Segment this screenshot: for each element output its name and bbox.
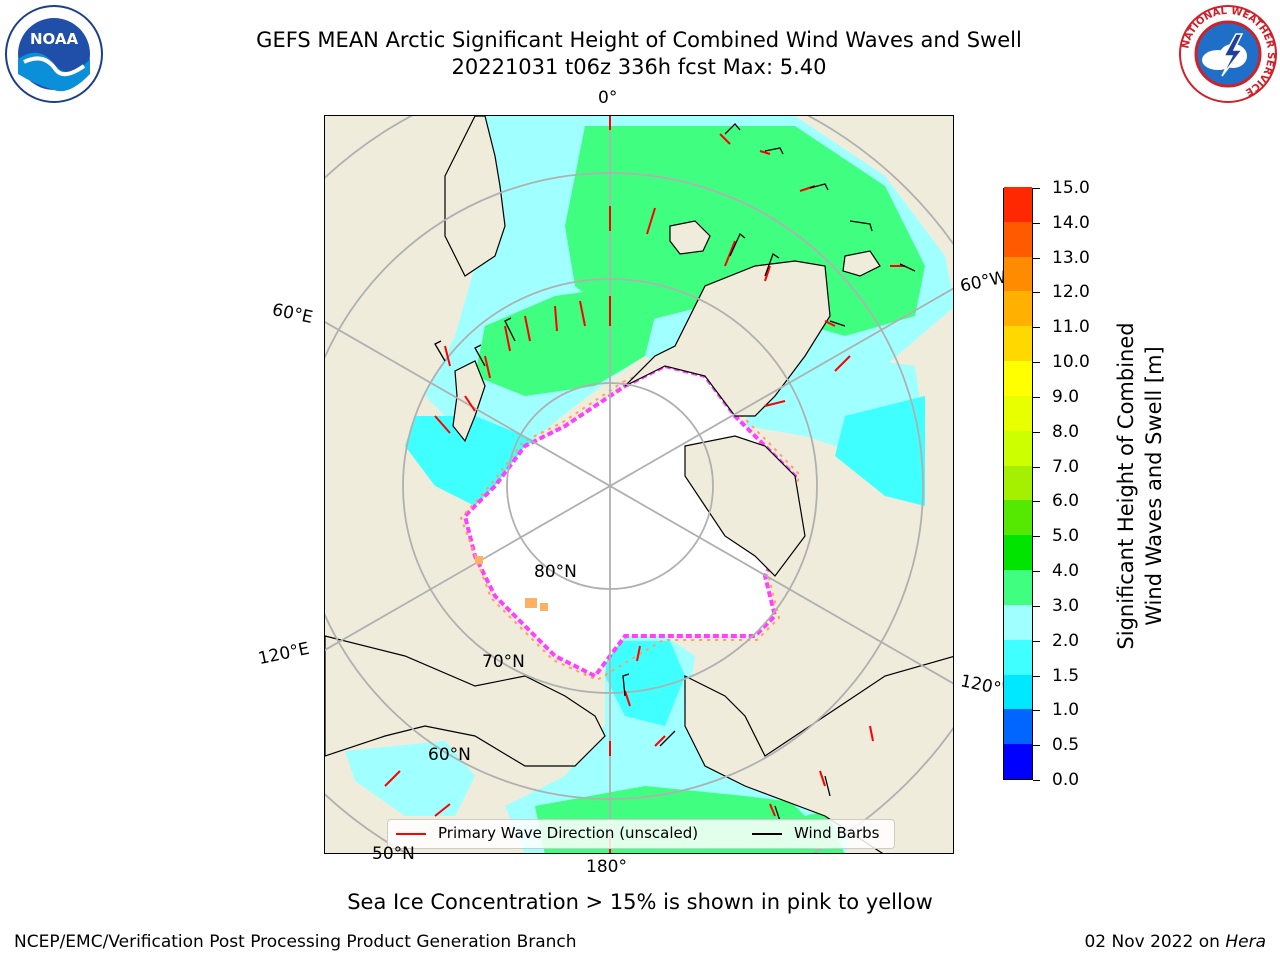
footer-date-text: 02 Nov 2022 on xyxy=(1084,932,1226,952)
sea-ice-edge xyxy=(462,363,798,679)
colorbar-tick xyxy=(1033,745,1040,747)
colorbar-segment xyxy=(1004,639,1032,675)
lon-label-0: 0° xyxy=(598,88,618,108)
colorbar-title-line2: Wind Waves and Swell [m] xyxy=(1142,346,1166,626)
chukotka xyxy=(325,635,606,767)
colorbar-tick-label: 11.0 xyxy=(1052,317,1090,338)
greenland xyxy=(624,260,831,417)
colorbar-title-line1: Significant Height of Combined xyxy=(1114,322,1138,650)
colorbar-tick xyxy=(1033,431,1040,433)
colorbar-tick-label: 5.0 xyxy=(1052,526,1080,547)
canadian-archipelago xyxy=(684,435,806,577)
colorbar-tick-label: 1.0 xyxy=(1052,700,1080,721)
chart-title: GEFS MEAN Arctic Significant Height of C… xyxy=(256,28,1022,52)
lat-label-50n: 50°N xyxy=(372,844,415,864)
colorbar-tick-label: 8.0 xyxy=(1052,421,1080,442)
colorbar-segment xyxy=(1004,430,1032,466)
alaska xyxy=(684,655,953,853)
colorbar-tick-label: 14.0 xyxy=(1052,212,1090,233)
colorbar-tick xyxy=(1033,362,1040,364)
colorbar-tick-label: 10.0 xyxy=(1052,352,1090,373)
colorbar-segment xyxy=(1004,325,1032,362)
footer-date: 02 Nov 2022 on Hera xyxy=(1084,932,1266,952)
wave-cyan-nw-pacific xyxy=(345,741,475,816)
arctic-map: Primary Wave Direction (unscaled) Wind B… xyxy=(324,115,954,854)
map-canvas xyxy=(325,116,953,853)
legend-wave-label: Primary Wave Direction (unscaled) xyxy=(438,824,699,842)
lon-label-60e: 60°E xyxy=(270,299,315,329)
lon-label-60w: 60°W xyxy=(958,267,1009,297)
colorbar-tick-label: 12.0 xyxy=(1052,282,1090,303)
colorbar-tick-label: 0.5 xyxy=(1052,735,1080,756)
colorbar-tick xyxy=(1033,571,1040,573)
ice-floes xyxy=(475,556,548,611)
iceland xyxy=(842,250,881,277)
colorbar-tick xyxy=(1033,780,1040,781)
colorbar-tick-label: 1.5 xyxy=(1052,665,1080,686)
map-legend: Primary Wave Direction (unscaled) Wind B… xyxy=(387,819,895,849)
colorbar-segment xyxy=(1004,569,1032,605)
colorbar-tick xyxy=(1033,327,1040,329)
legend-wave-line xyxy=(396,833,426,835)
sea-ice-note: Sea Ice Concentration > 15% is shown in … xyxy=(347,890,933,914)
colorbar-tick-label: 6.0 xyxy=(1052,491,1080,512)
svalbard xyxy=(669,220,711,255)
noaa-logo-text: NOAA xyxy=(30,30,79,48)
colorbar-tick xyxy=(1033,257,1040,259)
colorbar-tick-label: 3.0 xyxy=(1052,595,1080,616)
wind-barbs xyxy=(434,123,916,822)
colorbar-tick-label: 13.0 xyxy=(1052,247,1090,268)
graticule xyxy=(325,116,953,853)
wave-direction-arrows xyxy=(384,116,905,853)
colorbar-segment xyxy=(1004,604,1032,640)
colorbar-tick xyxy=(1033,501,1040,503)
colorbar-segment xyxy=(1004,708,1032,745)
colorbar-segment xyxy=(1004,465,1032,501)
colorbar-tick-label: 4.0 xyxy=(1052,561,1080,582)
colorbar-tick-label: 7.0 xyxy=(1052,456,1080,477)
colorbar-tick xyxy=(1033,675,1040,677)
legend-wind-line xyxy=(752,833,782,835)
colorbar-tick-label: 0.0 xyxy=(1052,770,1080,790)
footer-machine: Hera xyxy=(1225,932,1266,952)
chukchi-cyan xyxy=(605,641,685,726)
colorbar-segment xyxy=(1004,186,1032,222)
colorbar-segment xyxy=(1004,290,1032,327)
colorbar-tick xyxy=(1033,536,1040,538)
colorbar-tick xyxy=(1033,188,1040,189)
lat-label-60n: 60°N xyxy=(428,745,471,765)
colorbar-tick-label: 2.0 xyxy=(1052,630,1080,651)
noaa-logo: NOAA xyxy=(5,5,103,103)
colorbar-segment xyxy=(1004,674,1032,710)
colorbar xyxy=(1003,186,1033,780)
lon-label-180: 180° xyxy=(586,857,627,877)
colorbar-segment xyxy=(1004,534,1032,571)
colorbar-segment xyxy=(1004,221,1032,257)
colorbar-tick xyxy=(1033,292,1040,294)
scandinavia xyxy=(444,116,506,277)
colorbar-tick xyxy=(1033,396,1040,398)
colorbar-segment xyxy=(1004,360,1032,396)
colorbar-segment xyxy=(1004,499,1032,536)
colorbar-tick xyxy=(1033,710,1040,712)
colorbar-title: Significant Height of Combined Wind Wave… xyxy=(1112,322,1168,649)
chart-subtitle: 20221031 t06z 336h fcst Max: 5.40 xyxy=(451,55,827,79)
colorbar-tick xyxy=(1033,222,1040,224)
colorbar-tick xyxy=(1033,466,1040,468)
colorbar-segment xyxy=(1004,395,1032,431)
nws-logo: NATIONAL WEATHER SERVICE xyxy=(1179,5,1277,103)
colorbar-tick xyxy=(1033,605,1040,607)
sea-ice-edge-outer xyxy=(459,360,801,682)
lon-label-120e: 120°E xyxy=(256,638,312,670)
colorbar-segment xyxy=(1004,743,1032,779)
wave-cyan-labrador xyxy=(835,396,925,506)
colorbar-tick-label: 9.0 xyxy=(1052,386,1080,407)
lat-label-80n: 80°N xyxy=(534,562,577,582)
colorbar-tick xyxy=(1033,640,1040,642)
colorbar-tick-label: 15.0 xyxy=(1052,178,1090,198)
legend-wind-label: Wind Barbs xyxy=(794,824,880,842)
footer-branch: NCEP/EMC/Verification Post Processing Pr… xyxy=(14,932,577,952)
lat-label-70n: 70°N xyxy=(482,652,525,672)
colorbar-segment xyxy=(1004,256,1032,292)
